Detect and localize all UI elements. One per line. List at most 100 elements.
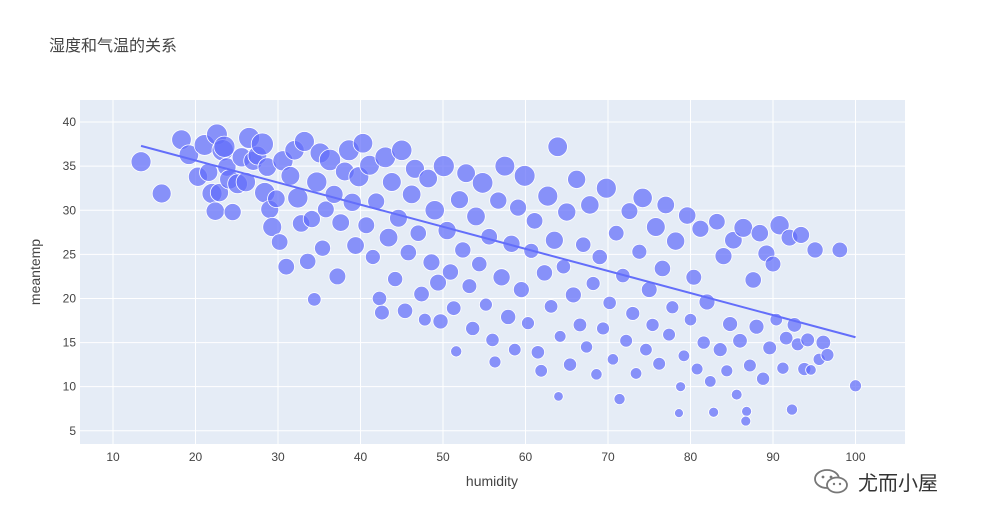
data-point bbox=[401, 184, 422, 205]
data-point bbox=[683, 313, 698, 327]
data-point bbox=[500, 308, 517, 325]
data-point bbox=[645, 317, 660, 332]
data-point bbox=[764, 255, 782, 273]
data-point bbox=[450, 190, 469, 210]
data-point bbox=[632, 187, 653, 209]
data-point bbox=[563, 357, 578, 372]
data-point bbox=[450, 345, 463, 358]
data-point bbox=[662, 327, 676, 342]
data-point bbox=[656, 195, 675, 215]
x-tick-label: 40 bbox=[354, 450, 368, 464]
y-tick-label: 15 bbox=[63, 336, 77, 350]
watermark: 尤而小屋 bbox=[812, 466, 938, 496]
data-point bbox=[280, 166, 301, 186]
data-point bbox=[708, 406, 719, 418]
x-axis-label: humidity bbox=[466, 473, 518, 489]
data-point bbox=[328, 267, 347, 286]
data-point bbox=[543, 299, 559, 314]
y-tick-label: 25 bbox=[63, 247, 77, 261]
data-point bbox=[205, 201, 225, 221]
x-tick-label: 10 bbox=[106, 450, 120, 464]
data-point bbox=[488, 355, 502, 369]
data-point bbox=[277, 258, 295, 276]
x-tick-label: 100 bbox=[845, 450, 865, 464]
data-point bbox=[471, 172, 494, 194]
data-point bbox=[585, 276, 601, 291]
data-point bbox=[213, 135, 236, 158]
data-point bbox=[564, 286, 582, 304]
data-point bbox=[769, 215, 790, 236]
data-point bbox=[756, 371, 771, 386]
data-point bbox=[405, 158, 425, 179]
data-point bbox=[704, 375, 717, 388]
data-point bbox=[712, 342, 728, 358]
data-point bbox=[674, 408, 684, 419]
x-tick-label: 50 bbox=[436, 450, 450, 464]
watermark-text: 尤而小屋 bbox=[858, 470, 938, 495]
data-point bbox=[454, 241, 472, 259]
data-point bbox=[262, 217, 283, 237]
data-point bbox=[785, 403, 798, 416]
data-point bbox=[820, 348, 835, 362]
data-point bbox=[318, 148, 342, 172]
data-point bbox=[800, 332, 815, 348]
data-point bbox=[690, 362, 704, 376]
x-tick-label: 60 bbox=[519, 450, 533, 464]
data-point bbox=[422, 253, 441, 272]
data-point bbox=[557, 202, 577, 222]
data-point bbox=[367, 192, 386, 211]
data-point bbox=[432, 155, 455, 178]
data-point bbox=[613, 393, 626, 406]
x-tick-label: 80 bbox=[684, 450, 698, 464]
data-point bbox=[302, 210, 321, 229]
data-point bbox=[535, 264, 553, 282]
data-point bbox=[317, 200, 335, 219]
data-point bbox=[696, 335, 711, 350]
data-point bbox=[740, 415, 752, 427]
data-point bbox=[508, 342, 522, 357]
data-point bbox=[722, 316, 738, 332]
data-point bbox=[805, 364, 817, 376]
data-point bbox=[387, 271, 404, 288]
data-point bbox=[720, 364, 734, 378]
data-point bbox=[306, 171, 328, 193]
data-point bbox=[831, 241, 849, 259]
data-point bbox=[666, 231, 686, 251]
data-point bbox=[572, 317, 588, 333]
data-point bbox=[675, 381, 686, 393]
data-point bbox=[270, 233, 289, 251]
data-point bbox=[352, 133, 374, 154]
data-point bbox=[509, 198, 527, 217]
data-point bbox=[471, 255, 488, 273]
data-point bbox=[653, 259, 672, 278]
data-point bbox=[130, 151, 152, 173]
data-point bbox=[371, 290, 388, 307]
data-point bbox=[409, 224, 427, 242]
data-point bbox=[441, 263, 459, 281]
data-point bbox=[465, 320, 481, 336]
data-point bbox=[762, 340, 777, 356]
data-point bbox=[418, 168, 438, 189]
data-point bbox=[314, 239, 332, 257]
data-point bbox=[555, 259, 572, 275]
data-point bbox=[575, 236, 592, 253]
data-point bbox=[730, 388, 743, 401]
data-point bbox=[250, 132, 274, 156]
data-point bbox=[708, 213, 726, 231]
data-point bbox=[553, 391, 564, 402]
data-point bbox=[537, 185, 559, 207]
y-tick-label: 30 bbox=[63, 203, 77, 217]
data-point bbox=[596, 321, 610, 336]
data-point bbox=[608, 224, 625, 242]
data-point bbox=[714, 247, 733, 266]
data-point bbox=[235, 171, 256, 193]
data-point bbox=[525, 212, 544, 230]
y-tick-label: 35 bbox=[63, 159, 77, 173]
data-point bbox=[418, 312, 432, 327]
wechat-icon bbox=[814, 469, 848, 494]
data-point bbox=[456, 163, 476, 183]
data-point bbox=[485, 332, 500, 348]
data-point bbox=[530, 345, 545, 360]
data-point bbox=[639, 342, 653, 357]
